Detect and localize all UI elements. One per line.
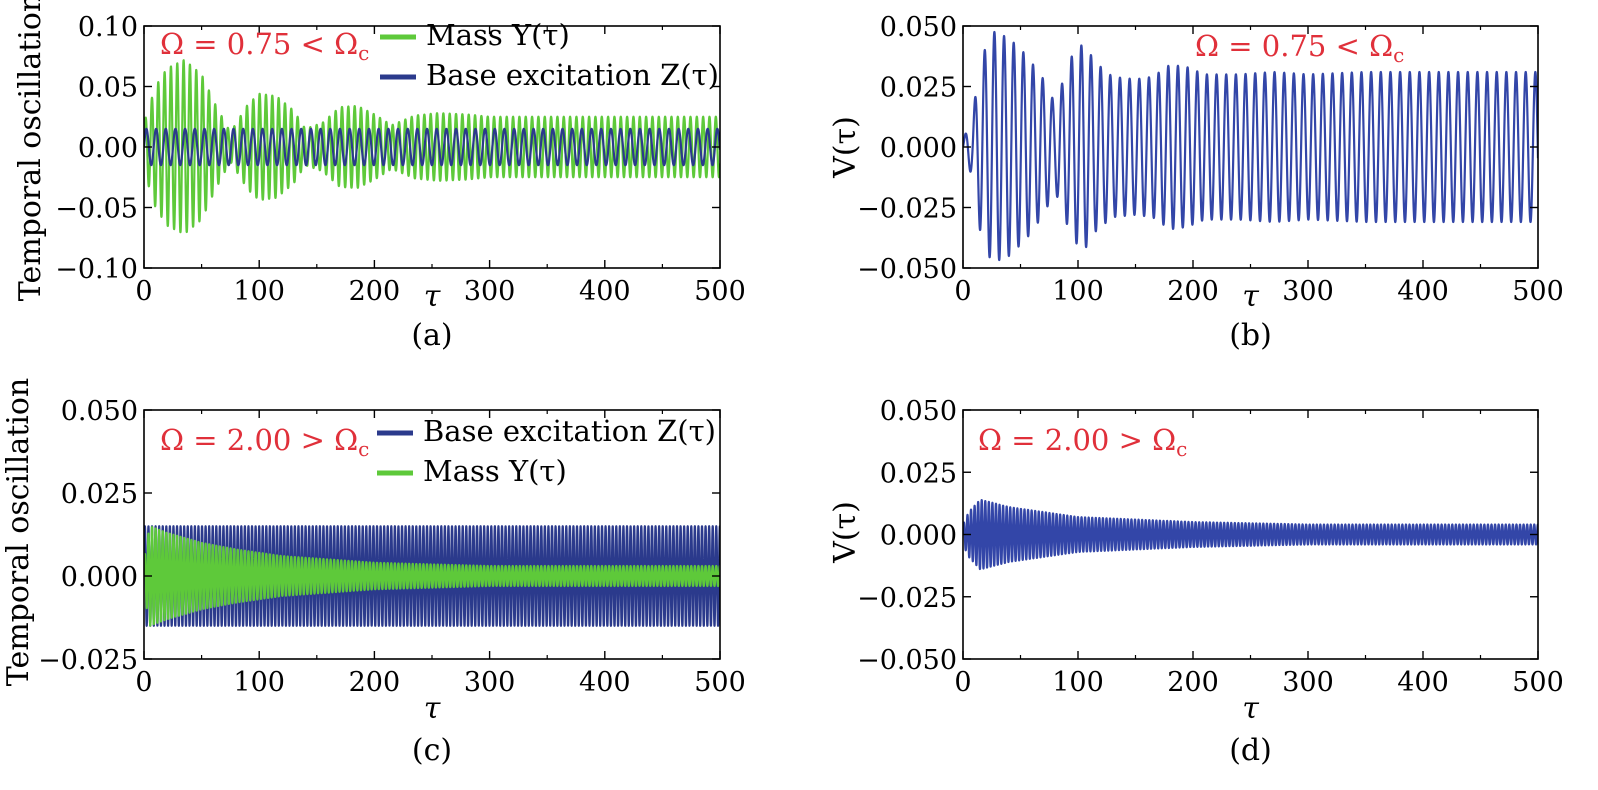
y-tick-label: −0.025 — [857, 194, 957, 225]
x-tick-label: 0 — [135, 276, 152, 307]
y-tick-label: 0.10 — [78, 12, 138, 43]
x-tick-label: 400 — [1397, 667, 1449, 698]
y-tick-label: −0.050 — [857, 645, 957, 676]
y-tick-label: 0.000 — [61, 562, 138, 593]
plot-area — [144, 525, 720, 627]
x-axis-label: τ — [1242, 279, 1259, 314]
x-tick-label: 200 — [1167, 276, 1219, 307]
y-tick-label: 0.025 — [880, 458, 957, 489]
y-tick-label: 0.050 — [61, 396, 138, 427]
y-tick-label: 0.050 — [880, 396, 957, 427]
x-axis-label: τ — [424, 279, 441, 314]
y-tick-label: 0.05 — [78, 73, 138, 104]
x-tick-label: 100 — [1052, 667, 1104, 698]
series-line-mass — [144, 526, 720, 627]
x-tick-label: 100 — [233, 667, 285, 698]
chart-panel-d: 0 100 200 300 400 500 −0.050 −0.025 0.000 0.025 0.… — [828, 396, 1564, 768]
chart-panel-a: 0 100 200 300 400 500 −0.10 −0.05 0.00 0.05 0.10 τ T… — [13, 0, 746, 353]
x-tick-label: 500 — [694, 276, 746, 307]
x-tick-label: 300 — [464, 667, 516, 698]
y-tick-label: 0.000 — [880, 133, 957, 164]
y-tick-label: 0.000 — [880, 521, 957, 552]
x-tick-label: 0 — [954, 667, 971, 698]
x-tick-label: 300 — [1282, 667, 1334, 698]
x-tick-label: 500 — [1512, 276, 1564, 307]
x-tick-label: 200 — [1167, 667, 1219, 698]
x-tick-label: 100 — [233, 276, 285, 307]
condition-annotation: Ω = 2.00 > Ωc — [160, 423, 369, 461]
x-tick-label: 500 — [1512, 667, 1564, 698]
y-axis-label: Temporal oscillation — [13, 0, 48, 301]
plot-area — [144, 59, 720, 234]
condition-annotation: Ω = 0.75 < Ωc — [160, 27, 369, 65]
x-tick-label: 0 — [135, 667, 152, 698]
y-tick-label: −0.050 — [857, 254, 957, 285]
y-tick-label: −0.05 — [55, 194, 138, 225]
condition-annotation: Ω = 0.75 < Ωc — [1195, 29, 1404, 67]
y-tick-label: −0.025 — [38, 645, 138, 676]
legend-label: Base excitation Z(τ) — [423, 414, 716, 448]
panel-label: (a) — [411, 318, 452, 353]
y-tick-label: −0.025 — [857, 583, 957, 614]
x-tick-label: 300 — [1282, 276, 1334, 307]
y-axis-label: Temporal oscillation — [1, 378, 36, 686]
legend-label: Base excitation Z(τ) — [426, 58, 719, 92]
x-tick-label: 300 — [464, 276, 516, 307]
legend-label: Mass Y(τ) — [426, 18, 570, 52]
y-tick-label: 0.025 — [880, 73, 957, 104]
legend-label: Mass Y(τ) — [423, 454, 567, 488]
y-tick-label: 0.050 — [880, 12, 957, 43]
y-axis-label: V(τ) — [828, 501, 863, 564]
x-tick-label: 400 — [1397, 276, 1449, 307]
x-tick-label: 0 — [954, 276, 971, 307]
y-tick-label: 0.025 — [61, 479, 138, 510]
plot-area — [963, 30, 1538, 262]
x-tick-label: 400 — [579, 276, 631, 307]
condition-annotation: Ω = 2.00 > Ωc — [978, 423, 1187, 461]
y-tick-label: −0.10 — [55, 254, 138, 285]
y-tick-label: 0.00 — [78, 133, 138, 164]
panel-label: (b) — [1229, 318, 1272, 353]
series-line-base — [144, 127, 720, 167]
panel-label: (c) — [412, 733, 452, 768]
series-line-velocity — [963, 498, 1538, 571]
plot-area — [963, 498, 1538, 571]
chart-panel-c: 0 100 200 300 400 500 −0.025 0.000 0.025 0.050 τ Te… — [1, 378, 746, 768]
chart-panel-b: 0 100 200 300 400 500 −0.050 −0.025 0.000 0.025 0.… — [828, 12, 1564, 353]
series-line-mass — [144, 59, 720, 234]
x-axis-label: τ — [424, 691, 441, 726]
series-line-base — [144, 525, 720, 627]
series-line-velocity — [963, 30, 1538, 262]
panel-label: (d) — [1229, 733, 1272, 768]
x-tick-label: 400 — [579, 667, 631, 698]
y-axis-label: V(τ) — [828, 116, 863, 179]
x-axis-label: τ — [1242, 691, 1259, 726]
x-tick-label: 500 — [694, 667, 746, 698]
x-tick-label: 200 — [349, 276, 401, 307]
x-tick-label: 100 — [1052, 276, 1104, 307]
x-tick-label: 200 — [349, 667, 401, 698]
